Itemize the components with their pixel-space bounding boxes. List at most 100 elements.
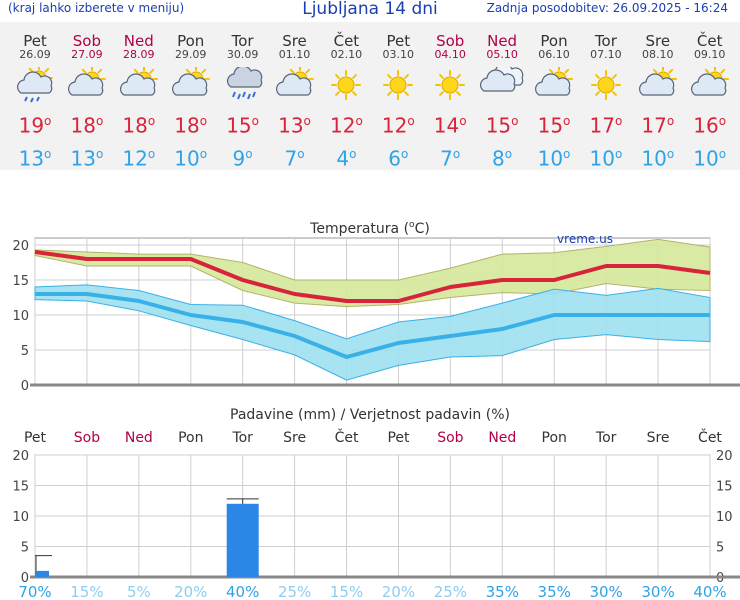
temp-max: 18o	[174, 113, 208, 138]
day-name: Pet	[23, 32, 47, 50]
day-date: 27.09	[71, 48, 103, 61]
y-tick-label-left: 15	[12, 480, 29, 495]
sun-cloud-icon	[67, 67, 106, 96]
forecast-day[interactable]: Sob 27.09 18o 13o	[61, 22, 113, 170]
temp-max: 12o	[381, 113, 415, 138]
day-name: Čet	[333, 32, 360, 50]
day-date: 28.09	[123, 48, 155, 61]
x-tick-label: Sre	[283, 430, 306, 446]
precip-probability-label: 25%	[434, 583, 467, 600]
precip-probability-label: 40%	[226, 583, 259, 600]
day-date: 07.10	[590, 48, 622, 61]
precip-probability-label: 35%	[538, 583, 571, 600]
temp-min: 9o	[232, 146, 253, 171]
location-menu-hint[interactable]: (kraj lahko izberete v meniju)	[8, 1, 185, 15]
forecast-day[interactable]: Pet 26.09 19o 13o	[9, 22, 61, 170]
day-date: 09.10	[693, 48, 726, 61]
sun-icon	[590, 70, 621, 100]
day-date: 01.10	[278, 48, 311, 61]
day-name: Sob	[436, 32, 465, 50]
day-name: Pon	[177, 32, 205, 50]
forecast-day[interactable]: Tor 07.10 17o 10o	[580, 22, 632, 170]
sun-icon	[383, 70, 414, 100]
sun-cloud-icon	[534, 67, 573, 96]
temp-max: 15o	[537, 113, 571, 138]
day-date: 08.10	[642, 48, 674, 61]
sun-cloud-rain-icon	[16, 67, 53, 103]
day-date: 04.10	[434, 48, 466, 61]
x-tick-label: Tor	[231, 430, 253, 446]
x-tick-label: Sob	[437, 430, 463, 446]
forecast-day[interactable]: Ned 05.10 15o 8o	[476, 22, 528, 170]
forecast-day[interactable]: Pet 03.10 12o 6o	[372, 22, 424, 170]
forecast-day[interactable]: Sob 04.10 14o 7o	[424, 22, 476, 170]
temp-max: 13o	[278, 113, 311, 138]
temp-min: 10o	[174, 146, 208, 171]
temp-max: 12o	[329, 113, 363, 138]
y-tick-label-left: 5	[21, 541, 29, 556]
forecast-day[interactable]: Pon 06.10 15o 10o	[528, 22, 580, 170]
x-tick-label: Tor	[595, 430, 617, 446]
max-temp-band	[34, 238, 711, 308]
forecast-day[interactable]: Sre 08.10 17o 10o	[632, 22, 684, 170]
precip-probability-label: 70%	[18, 583, 51, 600]
temp-max: 17o	[589, 113, 623, 138]
precip-probability-label: 25%	[278, 583, 311, 600]
y-tick-label-right: 15	[716, 480, 733, 495]
precip-probability-label: 20%	[174, 583, 207, 600]
x-tick-label: Sre	[647, 430, 670, 446]
precip-probability-label: 30%	[589, 583, 622, 600]
temp-min: 10o	[641, 146, 675, 171]
precip-bar	[226, 503, 259, 577]
temp-min: 13o	[70, 146, 104, 171]
temp-max: 14o	[433, 113, 467, 138]
min-temp-line	[35, 292, 710, 359]
sun-icon	[331, 70, 362, 100]
y-tick-label: 15	[12, 274, 29, 289]
page-title: Ljubljana 14 dni	[302, 0, 438, 19]
min-temp-band	[34, 284, 711, 381]
y-tick-label-right: 20	[716, 449, 733, 464]
temp-min: 7o	[284, 146, 305, 171]
temp-max: 18o	[122, 113, 156, 138]
watermark: vreme.us	[557, 232, 613, 246]
precip-bar	[35, 570, 49, 577]
max-temp-line	[34, 250, 711, 303]
day-date: 05.10	[486, 48, 518, 61]
precip-probability-label: 5%	[127, 583, 151, 600]
temp-min: 7o	[440, 146, 461, 171]
day-name: Pet	[386, 32, 411, 50]
x-tick-label: Čet	[335, 428, 359, 446]
chart-title: Temperatura (oC)	[309, 220, 430, 237]
precip-probability-label: 15%	[330, 583, 363, 600]
temp-max: 18o	[70, 113, 104, 138]
forecast-day[interactable]: Pon 29.09 18o 10o	[165, 22, 217, 170]
forecast-day[interactable]: Sre 01.10 13o 7o	[269, 22, 321, 170]
day-date: 29.09	[174, 48, 207, 61]
sun-icon	[435, 70, 466, 100]
forecast-day[interactable]: Čet 09.10 16o 10o	[684, 22, 736, 170]
temp-max: 15o	[226, 113, 259, 138]
y-tick-label-left: 0	[21, 571, 29, 586]
precip-probability-label: 30%	[641, 583, 674, 600]
day-name: Sre	[282, 32, 307, 50]
temp-min: 6o	[388, 146, 409, 171]
forecast-day[interactable]: Tor 30.09 15o 9o	[217, 22, 269, 170]
daily-forecast-strip: Pet 26.09 19o 13o Sob 27.09 18o 13o Ned 28.09 18o 1…	[0, 22, 740, 170]
forecast-day[interactable]: Čet 02.10 12o 4o	[320, 22, 372, 170]
temp-min: 8o	[492, 146, 513, 171]
sun-cloud-icon	[275, 67, 314, 96]
y-tick-label: 5	[21, 344, 29, 359]
day-name: Sre	[645, 32, 671, 50]
day-name: Tor	[231, 32, 254, 50]
x-tick-label: Čet	[698, 428, 722, 446]
day-name: Pon	[540, 32, 568, 50]
precipitation-chart: Padavine (mm) / Verjetnost padavin (%) Pe…	[12, 407, 740, 600]
day-name: Tor	[594, 32, 617, 50]
temp-min: 12o	[122, 146, 156, 171]
x-tick-label: Pet	[387, 430, 410, 446]
sun-cloud-icon	[638, 67, 677, 96]
forecast-day[interactable]: Ned 28.09 18o 12o	[113, 22, 165, 170]
temp-min: 10o	[537, 146, 571, 171]
chart-title: Padavine (mm) / Verjetnost padavin (%)	[230, 407, 510, 423]
